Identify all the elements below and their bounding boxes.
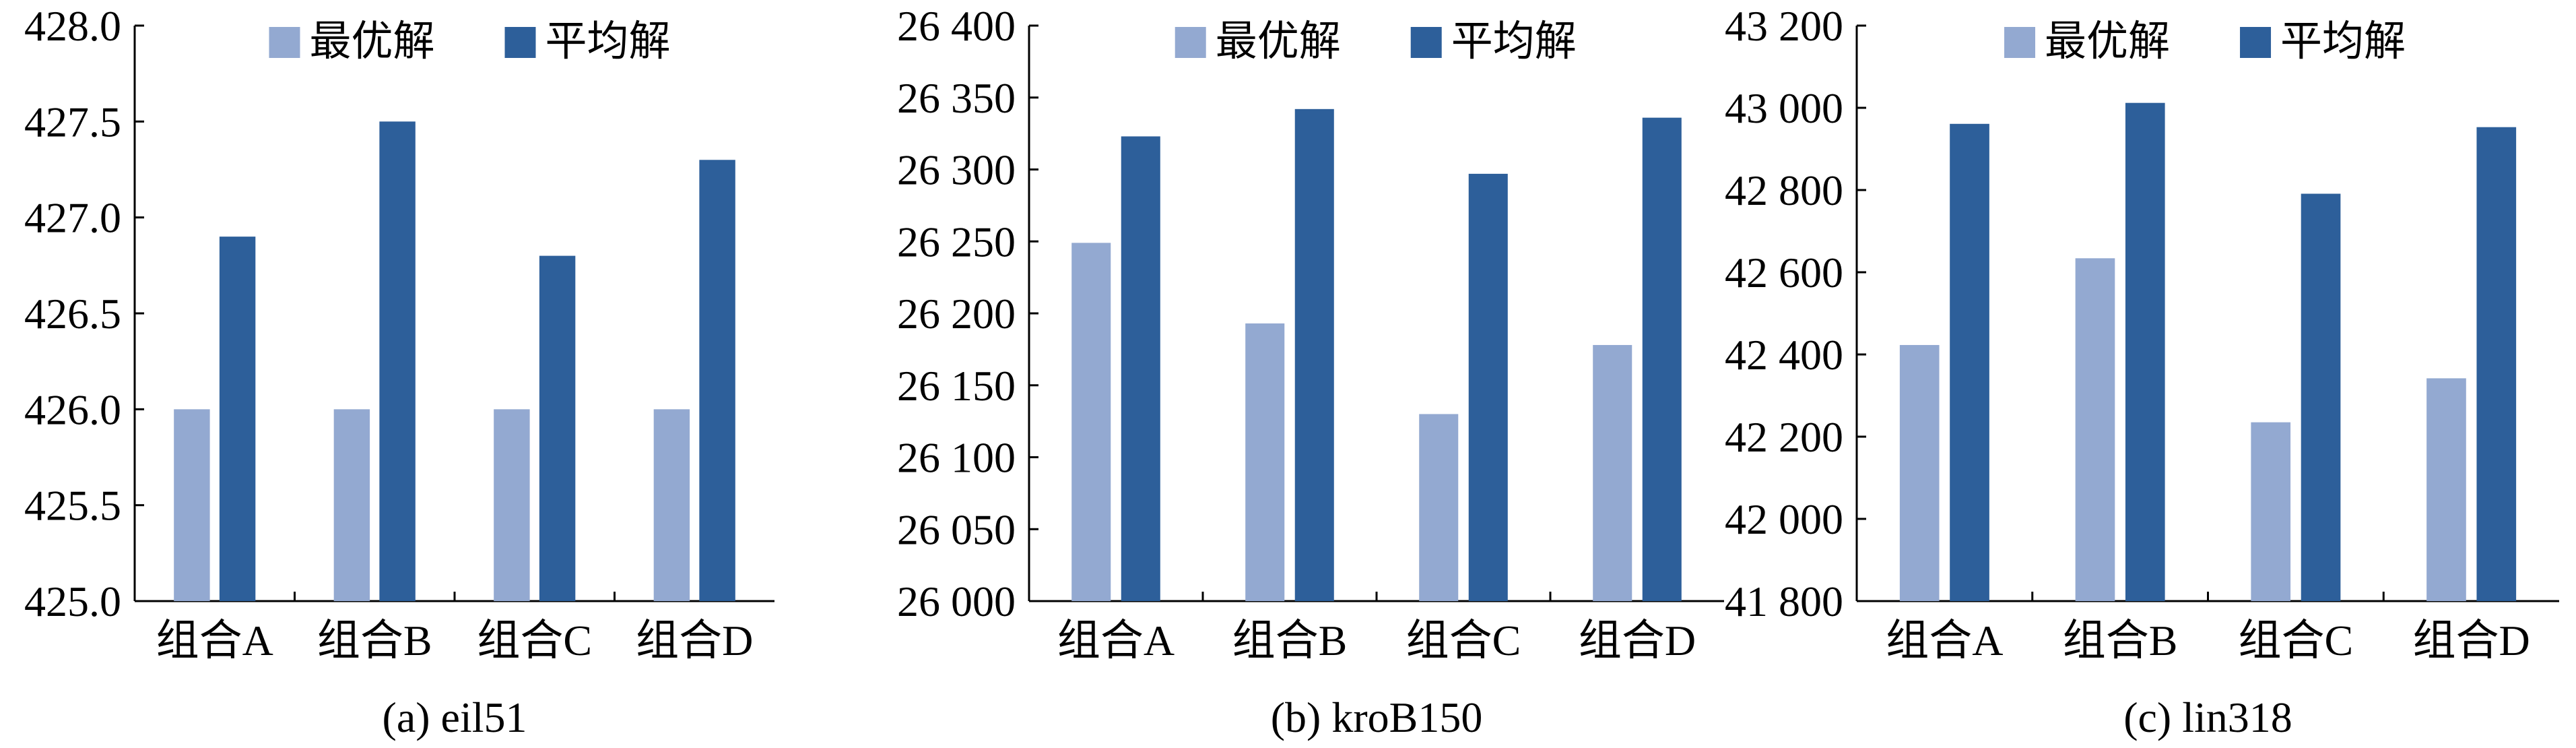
bar-best-组合D [653,409,690,601]
y-tick-label: 427.5 [24,98,121,146]
chart-panel-2: 26 000 26 050 26 100 26 150 26 200 26 250 26 3… [897,2,1724,741]
legend-swatch-avg [2240,27,2272,58]
x-tick-label: 组合C [477,617,592,664]
y-tick-label: 425.5 [24,482,121,530]
bar-best-组合B [2075,258,2115,601]
legend-swatch-best [2004,27,2036,58]
y-tick-label: 42 800 [1725,166,1843,214]
y-tick-label: 425.0 [24,578,121,625]
bar-best-组合B [333,409,370,601]
bar-best-组合A [1899,344,1940,601]
legend-swatch-avg [1410,27,1442,58]
bar-best-组合A [1071,243,1111,601]
legend-label-avg: 平均解 [1451,16,1577,65]
bar-avg-组合B [2125,102,2165,601]
x-tick-label: 组合B [2063,617,2178,664]
chart-caption: (a) eil51 [383,693,527,741]
x-tick-label: 组合B [317,617,432,664]
y-tick-label: 426.0 [24,385,121,433]
y-tick-label: 26 100 [897,434,1016,482]
legend-label-best: 最优解 [2045,16,2170,65]
y-tick-label: 26 300 [897,146,1016,194]
x-tick-label: 组合C [1406,617,1521,664]
legend-label-avg: 平均解 [546,16,671,65]
bar-avg-组合C [2301,193,2341,601]
y-tick-label: 41 800 [1725,578,1843,625]
bar-avg-组合D [1642,117,1682,601]
legend-label-avg: 平均解 [2280,16,2406,65]
x-tick-label: 组合D [1579,617,1696,664]
y-tick-label: 42 400 [1725,331,1843,379]
bar-avg-组合D [2476,127,2517,602]
legend-swatch-best [269,27,300,58]
y-tick-label: 42 000 [1725,495,1843,543]
bar-avg-组合B [1294,108,1334,601]
x-tick-label: 组合D [2413,617,2530,664]
y-tick-label: 26 200 [897,290,1016,338]
bar-avg-组合A [1950,123,1989,602]
bar-avg-组合B [379,121,416,602]
y-tick-label: 43 000 [1725,84,1843,132]
y-tick-label: 426.5 [24,290,121,338]
y-tick-label: 26 400 [897,2,1016,50]
bar-avg-组合D [699,160,735,601]
y-tick-label: 26 250 [897,218,1016,266]
y-tick-label: 26 150 [897,362,1016,410]
x-tick-label: 组合B [1232,617,1348,664]
bar-avg-组合A [1121,136,1160,601]
bar-best-组合C [494,409,530,601]
y-tick-label: 427.0 [24,194,121,242]
y-tick-label: 43 200 [1725,2,1843,50]
legend-label-best: 最优解 [1216,16,1341,65]
legend-label-best: 最优解 [310,16,435,65]
y-tick-label: 42 600 [1725,249,1843,297]
x-tick-label: 组合A [1886,617,2003,664]
bar-avg-组合C [539,255,576,602]
legend-swatch-avg [504,27,536,58]
x-tick-label: 组合C [2239,617,2354,664]
y-tick-label: 26 000 [897,578,1016,625]
legend-swatch-best [1175,27,1206,58]
x-tick-label: 组合A [156,617,273,664]
y-tick-label: 26 050 [897,505,1016,553]
x-tick-label: 组合D [636,617,753,664]
y-tick-label: 428.0 [24,2,121,50]
bar-best-组合D [1593,344,1632,601]
bar-best-组合A [174,409,210,601]
bar-best-组合C [2251,422,2291,601]
y-tick-label: 26 350 [897,74,1016,122]
chart-panel-1: 425.0 425.5 426.0 426.5 427.0 427.5 428.0 组合A 组合… [24,2,774,741]
y-tick-label: 42 200 [1725,413,1843,461]
chart-caption: (b) kroB150 [1271,693,1483,741]
chart-caption: (c) lin318 [2123,693,2292,741]
x-tick-label: 组合A [1057,617,1175,664]
bar-best-组合B [1245,323,1285,601]
chart-panel-3: 41 800 42 000 42 200 42 400 42 600 42 800 43 0… [1725,2,2559,741]
bar-avg-组合C [1468,173,1508,601]
bar-best-组合D [2426,378,2466,601]
bar-avg-组合A [219,237,256,602]
bar-best-组合C [1419,414,1459,601]
